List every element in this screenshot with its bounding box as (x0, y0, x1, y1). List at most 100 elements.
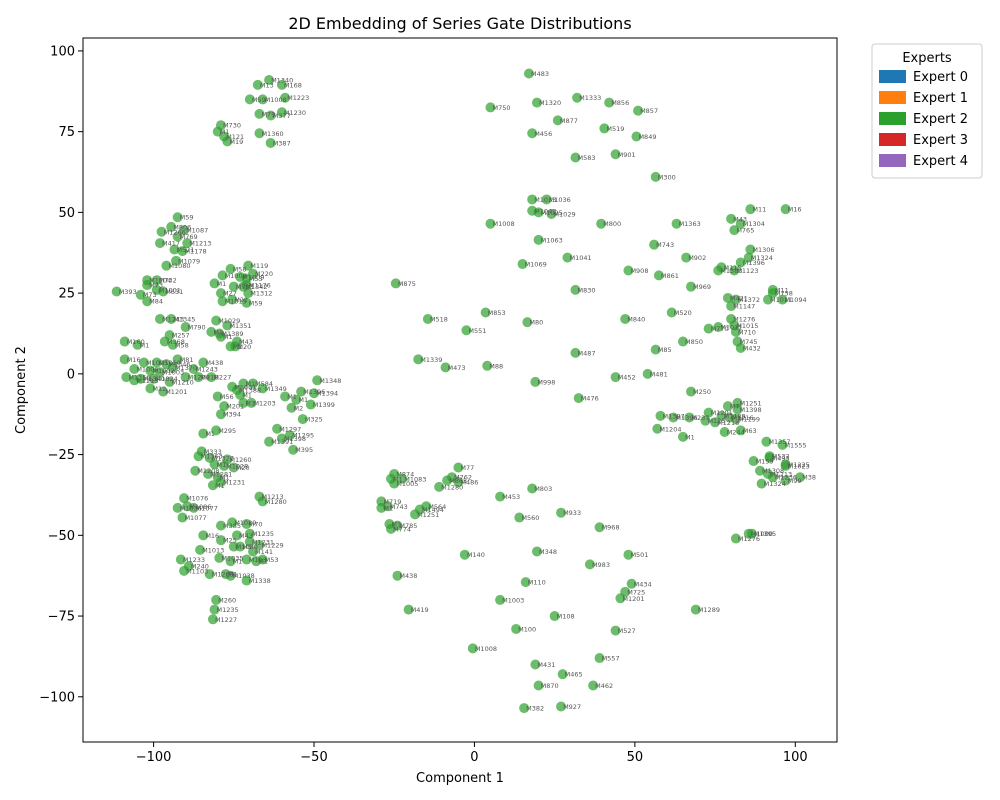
data-point-label: M1235 (217, 606, 239, 614)
data-point-label: M857 (640, 107, 658, 115)
data-point (280, 391, 291, 402)
data-point (527, 194, 538, 205)
data-point-label: M1080 (168, 262, 190, 270)
data-point (138, 357, 149, 368)
data-point-label: M1089 (234, 519, 256, 527)
data-point-label: M1324 (764, 480, 786, 488)
data-point (703, 407, 714, 418)
data-point-label: M1003 (502, 596, 524, 604)
data-point-label: M1363 (679, 220, 701, 228)
data-point (763, 294, 774, 305)
data-point (780, 475, 791, 486)
x-tick-label: −100 (136, 750, 172, 765)
data-point (155, 313, 166, 324)
data-point-label: M1 (242, 391, 252, 399)
data-point (549, 611, 560, 622)
data-point-label: M1396 (303, 388, 325, 396)
data-point-label: M1243 (196, 366, 218, 374)
data-point (572, 92, 583, 103)
data-point-label: M377 (273, 112, 291, 120)
data-point-label: M1251 (740, 399, 762, 407)
y-axis-ticks: −100 −75 −50 −25 0 25 50 75 100 (39, 44, 83, 705)
data-point-label: M1225 (788, 461, 810, 469)
data-point (392, 570, 403, 581)
data-point (252, 79, 263, 90)
data-point-label: M1494 (422, 506, 444, 514)
data-point (390, 278, 401, 289)
data-point-label: M1094 (784, 296, 806, 304)
data-point-label: M877 (560, 117, 578, 125)
data-point-label: M1028 (226, 462, 248, 470)
data-point-label: M11 (775, 286, 789, 294)
data-point-label: M85 (658, 346, 672, 354)
data-point-label: M1218 (717, 419, 739, 427)
data-point (151, 357, 162, 368)
data-point-label: M1338 (249, 577, 271, 585)
data-point (735, 425, 746, 436)
data-point (172, 502, 183, 513)
data-point (222, 320, 233, 331)
data-point-label: M1348 (319, 377, 341, 385)
data-point-label: M551 (468, 327, 486, 335)
data-point-label: M452 (618, 374, 636, 382)
data-point-label: M1011 (720, 324, 742, 332)
data-point (522, 317, 533, 328)
legend-label: Expert 0 (913, 70, 968, 85)
data-point-label: M53 (265, 556, 279, 564)
y-tick-label: −25 (48, 448, 75, 463)
data-point (599, 123, 610, 134)
data-point (167, 339, 178, 350)
data-point-label: M743 (656, 241, 674, 249)
data-point-label: M1005 (396, 480, 418, 488)
data-point-label: M385 (223, 522, 241, 530)
data-point-label: M16 (205, 532, 219, 540)
data-point-label: M43 (239, 532, 253, 540)
data-point (145, 365, 156, 376)
data-point-label: M1209 (212, 571, 234, 579)
data-point (690, 604, 701, 615)
data-point-label: M59 (249, 299, 263, 307)
legend-title: Experts (902, 51, 952, 66)
data-point-label: M417 (162, 240, 180, 248)
data-point (217, 270, 228, 281)
data-point-label: M1210 (172, 378, 194, 386)
data-point (215, 535, 226, 546)
data-point (204, 569, 215, 580)
data-point-label: M387 (273, 139, 291, 147)
data-point (541, 194, 552, 205)
data-point-label: M1201 (165, 388, 187, 396)
data-point (716, 410, 727, 421)
data-point (244, 528, 255, 539)
data-point-label: M1 (233, 558, 243, 566)
data-point-label: M560 (521, 514, 539, 522)
legend-label: Expert 1 (913, 91, 968, 106)
data-point-label: M1005 (146, 359, 168, 367)
data-point-label: M1 (215, 482, 225, 490)
data-point (207, 480, 218, 491)
data-point (155, 238, 166, 249)
data-point (397, 473, 408, 484)
data-point-label: M806 (173, 223, 191, 231)
data-point (203, 468, 214, 479)
data-point (389, 478, 400, 489)
data-point-label: M1011 (770, 296, 792, 304)
data-point (653, 270, 664, 281)
data-point (248, 268, 259, 279)
data-point (604, 97, 615, 108)
data-point-label: M870 (541, 682, 559, 690)
data-point-label: M1396 (743, 259, 765, 267)
data-point-label: M1387 (663, 412, 685, 420)
data-point (243, 288, 254, 299)
data-point-label: M1024 (156, 375, 178, 383)
data-point-label: M473 (448, 364, 466, 372)
data-point (735, 218, 746, 229)
data-point-label: M456 (534, 130, 552, 138)
data-point-label: M564 (428, 503, 446, 511)
data-point (710, 417, 721, 428)
data-point (180, 372, 191, 383)
data-point (735, 343, 746, 354)
data-point-label: M1340 (271, 76, 293, 84)
data-point-label: M237 (691, 414, 709, 422)
data-point-label: M59 (180, 214, 194, 222)
